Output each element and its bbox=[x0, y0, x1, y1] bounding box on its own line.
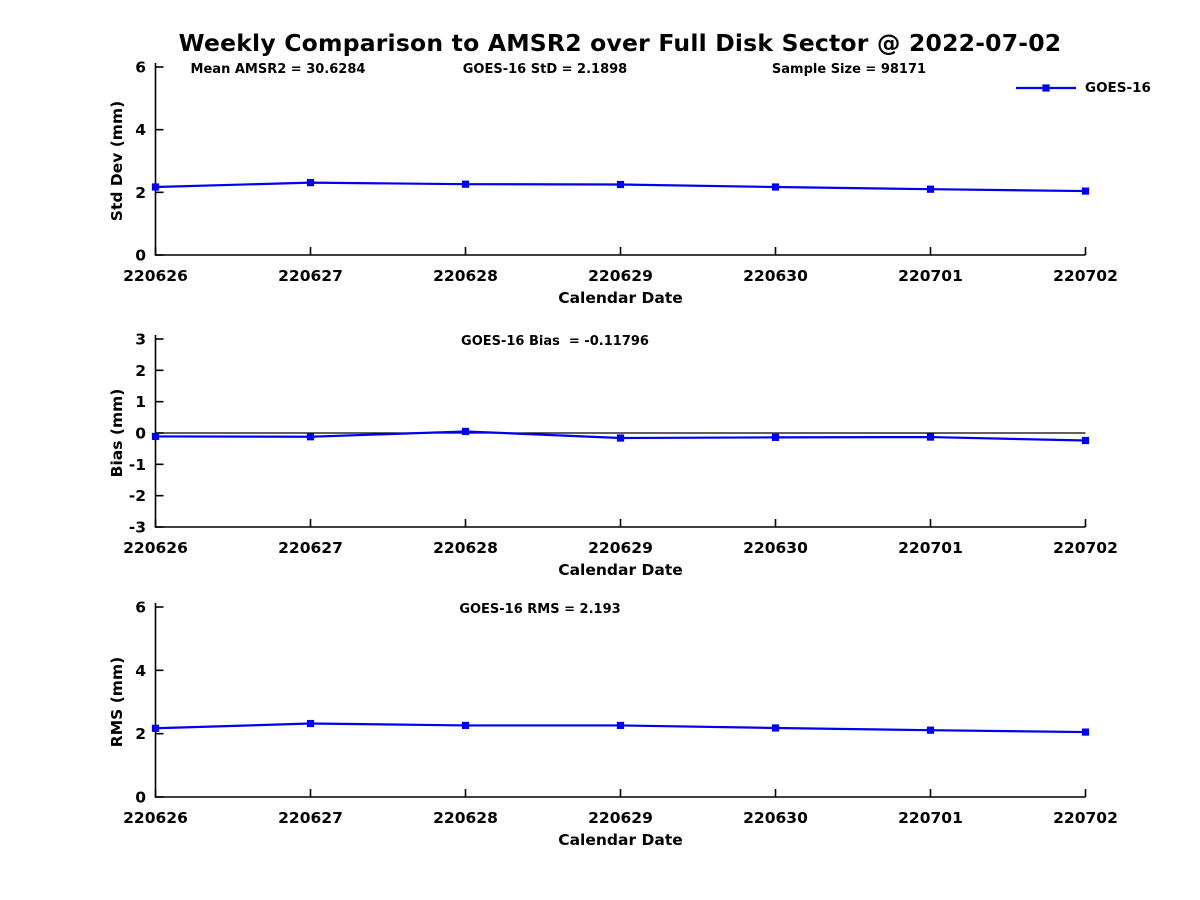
y-axis-title: RMS (mm) bbox=[108, 657, 126, 747]
data-point bbox=[771, 183, 780, 191]
legend bbox=[1016, 84, 1076, 92]
x-tick-label: 220702 bbox=[1053, 809, 1118, 827]
y-axis-title: Bias (mm) bbox=[108, 389, 126, 478]
data-point bbox=[1081, 187, 1090, 195]
x-tick-label: 220628 bbox=[433, 809, 498, 827]
x-tick-label: 220701 bbox=[898, 539, 963, 557]
data-point bbox=[461, 427, 470, 436]
x-tick-label: 220626 bbox=[123, 539, 188, 557]
y-tick-label: 0 bbox=[135, 789, 146, 807]
y-tick-label: -1 bbox=[129, 456, 146, 474]
x-tick-label: 220629 bbox=[588, 809, 653, 827]
y-axis-title: Std Dev (mm) bbox=[108, 101, 126, 221]
data-point bbox=[306, 179, 315, 187]
x-tick-label: 220626 bbox=[123, 267, 188, 285]
x-tick-label: 220630 bbox=[743, 809, 808, 827]
x-tick-label: 220627 bbox=[278, 539, 343, 557]
x-tick-label: 220702 bbox=[1053, 267, 1118, 285]
annotation: GOES-16 StD = 2.1898 bbox=[463, 62, 627, 77]
x-tick-label: 220627 bbox=[278, 809, 343, 827]
x-tick-label: 220628 bbox=[433, 539, 498, 557]
legend-label: GOES-16 bbox=[1085, 80, 1151, 96]
chart-rms: 0 2 4 6 220626 220627 220628 220629 220630 220701… bbox=[108, 599, 1118, 850]
data-point bbox=[616, 434, 625, 442]
legend-marker bbox=[1042, 84, 1050, 92]
chart-title: Weekly Comparison to AMSR2 over Full Dis… bbox=[178, 29, 1062, 57]
data-point bbox=[771, 724, 780, 732]
data-point bbox=[771, 433, 780, 441]
y-tick-label: 4 bbox=[135, 662, 146, 680]
x-axis-title: Calendar Date bbox=[558, 289, 683, 307]
x-tick-label: 220630 bbox=[743, 539, 808, 557]
y-tick-label: 2 bbox=[135, 725, 146, 743]
data-point bbox=[461, 180, 470, 188]
y-tick-label: 4 bbox=[135, 121, 146, 139]
chart-bias: -3 -2 -1 0 1 2 3 220626 220627 220628 220629 220630… bbox=[108, 331, 1118, 580]
data-point bbox=[306, 433, 315, 441]
data-point bbox=[1081, 728, 1090, 736]
x-axis-title: Calendar Date bbox=[558, 561, 683, 579]
y-tick-label: -2 bbox=[129, 487, 146, 505]
y-tick-label: 3 bbox=[135, 331, 146, 349]
x-tick-label: 220701 bbox=[898, 267, 963, 285]
x-tick-label: 220626 bbox=[123, 809, 188, 827]
annotation: Sample Size = 98171 bbox=[772, 62, 926, 77]
annotation: GOES-16 Bias = -0.11796 bbox=[461, 334, 649, 349]
y-tick-label: -3 bbox=[129, 519, 146, 537]
y-tick-label: 2 bbox=[135, 184, 146, 202]
data-point bbox=[151, 183, 160, 191]
data-point bbox=[1081, 436, 1090, 445]
data-point bbox=[306, 719, 315, 728]
y-tick-label: 6 bbox=[135, 599, 146, 617]
x-tick-label: 220702 bbox=[1053, 539, 1118, 557]
data-point bbox=[926, 726, 935, 734]
data-point bbox=[616, 721, 625, 730]
x-tick-label: 220630 bbox=[743, 267, 808, 285]
data-point bbox=[926, 433, 935, 441]
data-point bbox=[461, 721, 470, 730]
data-point bbox=[926, 185, 935, 193]
annotation: Mean AMSR2 = 30.6284 bbox=[191, 62, 366, 77]
x-tick-label: 220629 bbox=[588, 539, 653, 557]
data-point bbox=[151, 432, 160, 441]
y-tick-label: 1 bbox=[135, 393, 146, 411]
y-tick-label: 6 bbox=[135, 59, 146, 77]
x-axis-title: Calendar Date bbox=[558, 831, 683, 849]
x-tick-label: 220627 bbox=[278, 267, 343, 285]
x-tick-label: 220701 bbox=[898, 809, 963, 827]
y-tick-label: 0 bbox=[135, 425, 146, 443]
x-tick-label: 220629 bbox=[588, 267, 653, 285]
chart-stddev: 0 2 4 6 220626 220627 220628 220629 220630 220701… bbox=[108, 59, 1118, 308]
annotation: GOES-16 RMS = 2.193 bbox=[459, 602, 620, 617]
x-tick-label: 220628 bbox=[433, 267, 498, 285]
y-tick-label: 2 bbox=[135, 362, 146, 380]
data-point bbox=[151, 724, 160, 732]
y-tick-label: 0 bbox=[135, 247, 146, 265]
data-point bbox=[616, 180, 625, 189]
